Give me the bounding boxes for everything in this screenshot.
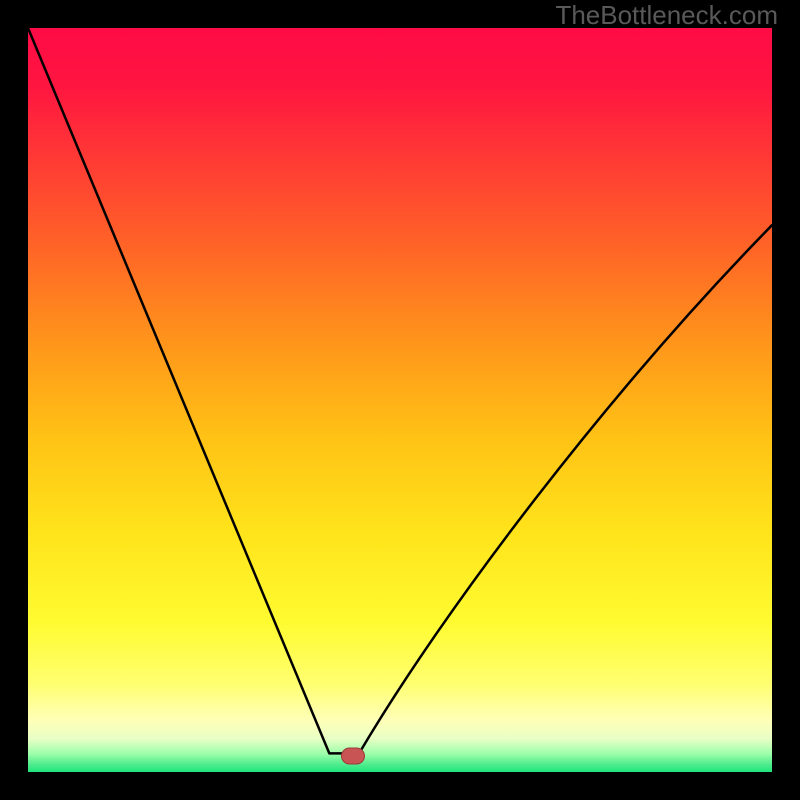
bottleneck-curve	[28, 28, 772, 772]
marker-pill	[341, 747, 365, 764]
watermark-text: TheBottleneck.com	[555, 0, 778, 31]
stage: TheBottleneck.com	[0, 0, 800, 800]
bottleneck-chart	[28, 28, 772, 772]
